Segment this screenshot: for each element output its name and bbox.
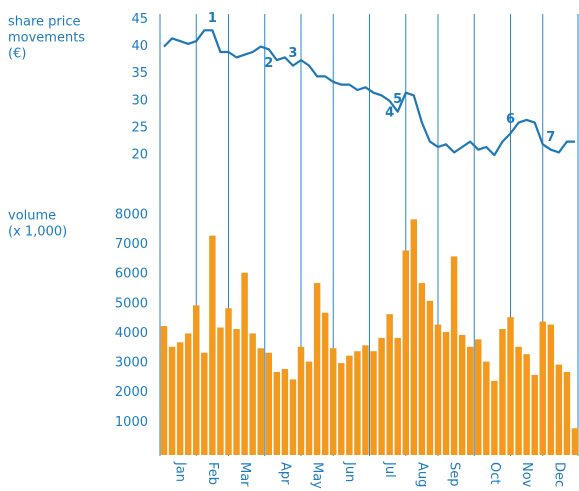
x-tick-label: May bbox=[310, 462, 325, 489]
x-tick-label: Apr bbox=[277, 462, 292, 485]
y-axis-label: (x 1,000) bbox=[8, 225, 67, 240]
annotation: 2 bbox=[264, 56, 273, 71]
y-tick-label: 2000 bbox=[115, 385, 148, 400]
volume-bar bbox=[370, 351, 377, 455]
volume-bar bbox=[418, 283, 426, 455]
y-tick-label: 3000 bbox=[115, 356, 148, 371]
price-line bbox=[163, 29, 575, 157]
volume-bar bbox=[321, 312, 329, 455]
volume-bar bbox=[209, 235, 216, 455]
volume-bar bbox=[160, 326, 168, 455]
y-tick-label: 30 bbox=[131, 93, 148, 108]
volume-bar bbox=[386, 314, 393, 455]
x-tick-label: Aug bbox=[414, 462, 429, 487]
volume-bar bbox=[410, 219, 418, 455]
volume-bar bbox=[249, 333, 256, 455]
annotation: 4 bbox=[385, 105, 394, 120]
volume-bar bbox=[265, 352, 273, 455]
x-tick-label: Oct bbox=[487, 462, 502, 484]
volume-bar bbox=[426, 300, 434, 455]
volume-bar bbox=[354, 351, 361, 455]
x-tick-label: Feb bbox=[205, 462, 220, 485]
x-tick-label: Jul bbox=[382, 461, 397, 478]
volume-bar bbox=[297, 346, 305, 455]
volume-bar bbox=[483, 361, 490, 455]
volume-bar bbox=[338, 363, 345, 455]
x-tick-label: Dec bbox=[551, 462, 566, 487]
volume-bar bbox=[233, 329, 240, 455]
y-tick-label: 20 bbox=[131, 148, 148, 163]
y-tick-label: 4000 bbox=[115, 326, 148, 341]
volume-bar bbox=[531, 374, 538, 455]
volume-bar bbox=[475, 339, 482, 455]
y-axis-label: (€) bbox=[8, 47, 26, 62]
volume-bar bbox=[491, 380, 498, 455]
volume-bar bbox=[346, 355, 353, 455]
volume-bar bbox=[571, 428, 579, 455]
volume-bar bbox=[225, 308, 232, 455]
y-tick-label: 1000 bbox=[115, 415, 148, 430]
volume-bar bbox=[523, 354, 530, 455]
volume-bar bbox=[313, 283, 321, 455]
volume-bar bbox=[184, 333, 192, 455]
volume-bar bbox=[547, 324, 555, 455]
volume-bar bbox=[201, 352, 208, 455]
y-tick-label: 8000 bbox=[115, 207, 148, 222]
volume-bar bbox=[442, 331, 450, 455]
volume-bar bbox=[241, 272, 248, 455]
y-tick-label: 7000 bbox=[115, 237, 148, 252]
y-tick-label: 45 bbox=[131, 12, 148, 27]
y-axis-label: volume bbox=[8, 209, 56, 224]
volume-bar bbox=[217, 327, 224, 455]
annotation: 7 bbox=[546, 130, 555, 145]
y-tick-label: 40 bbox=[131, 39, 148, 54]
y-tick-label: 5000 bbox=[115, 296, 148, 311]
x-tick-label: Jan bbox=[173, 461, 188, 482]
volume-bar bbox=[193, 305, 200, 455]
annotation: 5 bbox=[393, 92, 402, 107]
volume-bar bbox=[281, 369, 289, 455]
y-tick-label: 6000 bbox=[115, 267, 148, 282]
volume-bar bbox=[257, 348, 264, 455]
volume-bar bbox=[168, 346, 176, 455]
annotation: 6 bbox=[506, 112, 515, 127]
volume-bar bbox=[176, 342, 184, 455]
volume-bar bbox=[434, 324, 442, 455]
volume-bar bbox=[450, 256, 458, 455]
x-tick-label: Sep bbox=[447, 462, 462, 487]
volume-bar bbox=[563, 371, 571, 455]
volume-bar bbox=[378, 337, 385, 455]
volume-bar bbox=[273, 371, 281, 455]
separators bbox=[159, 14, 579, 456]
volume-bar bbox=[499, 329, 506, 455]
volume-bar bbox=[394, 337, 401, 455]
volume-bar bbox=[289, 379, 297, 455]
y-tick-label: 25 bbox=[131, 121, 148, 136]
annotation: 3 bbox=[288, 46, 297, 61]
volume-bar bbox=[330, 348, 337, 455]
x-tick-label: Jun bbox=[342, 461, 357, 482]
y-axis-label: movements bbox=[8, 31, 85, 46]
volume-bar bbox=[402, 250, 409, 455]
volume-bar bbox=[555, 364, 563, 455]
volume-bar bbox=[458, 334, 466, 455]
annotation: 1 bbox=[208, 11, 217, 26]
volume-bar bbox=[515, 346, 522, 455]
volume-bar bbox=[507, 317, 514, 455]
x-tick-label: Mar bbox=[237, 462, 252, 487]
volume-bar bbox=[305, 361, 313, 455]
volume-bar bbox=[362, 345, 369, 455]
y-axis-label: share price bbox=[8, 15, 81, 30]
x-tick-label: Nov bbox=[519, 462, 534, 488]
volume-bar bbox=[539, 321, 546, 455]
volume-bar bbox=[466, 346, 474, 455]
y-tick-label: 35 bbox=[131, 66, 148, 81]
